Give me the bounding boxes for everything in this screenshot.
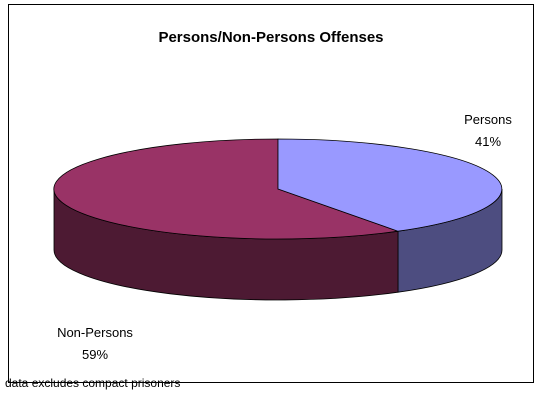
pie-slice-persons [277,138,503,232]
data-label-persons: Persons 41% [445,109,531,153]
chart-title: Persons/Non-Persons Offenses [158,29,384,46]
pie-slice-nonpersons [53,138,399,240]
chart-area [8,4,534,383]
data-label-nonpersons-value: 59% [81,347,109,362]
data-label-persons-value: 41% [474,134,502,149]
data-label-nonpersons: Non-Persons 59% [47,322,143,366]
data-label-persons-name: Persons [464,112,512,127]
footnote: data excludes compact prisoners [5,376,181,390]
data-label-nonpersons-name: Non-Persons [57,325,133,340]
